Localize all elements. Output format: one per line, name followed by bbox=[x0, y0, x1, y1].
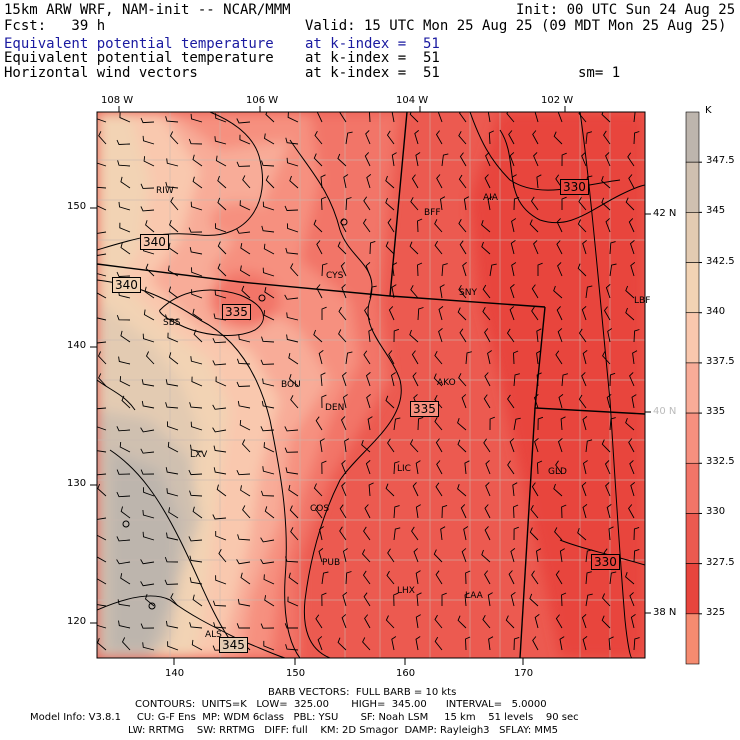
colorbar-swatch bbox=[686, 413, 699, 463]
contour-label: 340 bbox=[112, 277, 141, 293]
contour-label: 345 bbox=[219, 637, 248, 653]
contour-legend: CONTOURS: UNITS=K LOW= 325.00 HIGH= 345.… bbox=[135, 700, 547, 710]
station-sbs: SBS bbox=[163, 319, 180, 328]
colorbar-swatch bbox=[686, 162, 699, 212]
lat-label-42n: 42 N bbox=[653, 209, 676, 219]
x-tick-170: 170 bbox=[514, 669, 533, 679]
colorbar-swatch bbox=[686, 363, 699, 413]
y-tick-140: 140 bbox=[67, 341, 86, 351]
colorbar-swatch bbox=[686, 212, 699, 262]
colorbar-swatch bbox=[686, 463, 699, 513]
colorbar-label: 342.5 bbox=[706, 257, 735, 267]
station-bff: BFF bbox=[424, 209, 441, 218]
station-als: ALS bbox=[205, 631, 222, 640]
colorbar-label: 345 bbox=[706, 206, 725, 216]
contour-label: 335 bbox=[222, 304, 251, 320]
station-pub: PUB bbox=[322, 559, 340, 568]
colorbar-swatch bbox=[686, 564, 699, 614]
y-tick-150: 150 bbox=[67, 202, 86, 212]
colorbar-swatch bbox=[686, 263, 699, 313]
colorbar-swatch bbox=[686, 513, 699, 563]
lat-label-38n: 38 N bbox=[653, 608, 676, 618]
contour-label: 330 bbox=[560, 179, 589, 195]
station-cos: COS bbox=[310, 505, 329, 514]
lat-label-40n: 40 N bbox=[653, 407, 676, 417]
station-ako: AKO bbox=[437, 379, 456, 388]
x-tick-140: 140 bbox=[165, 669, 184, 679]
barb-legend: BARB VECTORS: FULL BARB = 10 kts bbox=[268, 688, 456, 698]
colorbar bbox=[686, 112, 702, 664]
lon-label-108w: 108 W bbox=[101, 96, 133, 106]
station-riw: RIW bbox=[156, 187, 174, 196]
y-tick-120: 120 bbox=[67, 617, 86, 627]
colorbar-label: 347.5 bbox=[706, 156, 735, 166]
colorbar-swatch bbox=[686, 313, 699, 363]
model-info: Model Info: V3.8.1 CU: G-F Ens MP: WDM 6… bbox=[30, 713, 579, 723]
colorbar-label: 337.5 bbox=[706, 357, 735, 367]
station-sny: SNY bbox=[459, 289, 477, 298]
station-cys: CYS bbox=[326, 272, 343, 281]
station-gld: GLD bbox=[548, 468, 567, 477]
station-laa: LAA bbox=[465, 592, 483, 601]
colorbar-label: 340 bbox=[706, 307, 725, 317]
contour-label: 330 bbox=[591, 554, 620, 570]
station-den: DEN bbox=[325, 404, 344, 413]
x-tick-150: 150 bbox=[286, 669, 305, 679]
station-lxv: LXV bbox=[190, 451, 207, 460]
colorbar-label: 332.5 bbox=[706, 457, 735, 467]
contour-label: 340 bbox=[140, 234, 169, 250]
x-tick-160: 160 bbox=[396, 669, 415, 679]
colorbar-swatch bbox=[686, 614, 699, 664]
physics-info: LW: RRTMG SW: RRTMG DIFF: full KM: 2D Sm… bbox=[128, 726, 558, 736]
station-aia: AIA bbox=[483, 194, 498, 203]
lon-label-106w: 106 W bbox=[246, 96, 278, 106]
colorbar-swatch bbox=[686, 112, 699, 162]
colorbar-label: 330 bbox=[706, 507, 725, 517]
colorbar-label: 327.5 bbox=[706, 558, 735, 568]
contour-label: 335 bbox=[410, 401, 439, 417]
station-bou: BOU bbox=[281, 381, 301, 390]
colorbar-unit: K bbox=[705, 106, 712, 116]
lon-label-104w: 104 W bbox=[396, 96, 428, 106]
station-lbf: LBF bbox=[634, 297, 650, 306]
lon-label-102w: 102 W bbox=[541, 96, 573, 106]
y-tick-130: 130 bbox=[67, 479, 86, 489]
colorbar-label: 335 bbox=[706, 407, 725, 417]
colorbar-label: 325 bbox=[706, 608, 725, 618]
station-lic: LIC bbox=[397, 465, 411, 474]
station-lhx: LHX bbox=[397, 587, 415, 596]
